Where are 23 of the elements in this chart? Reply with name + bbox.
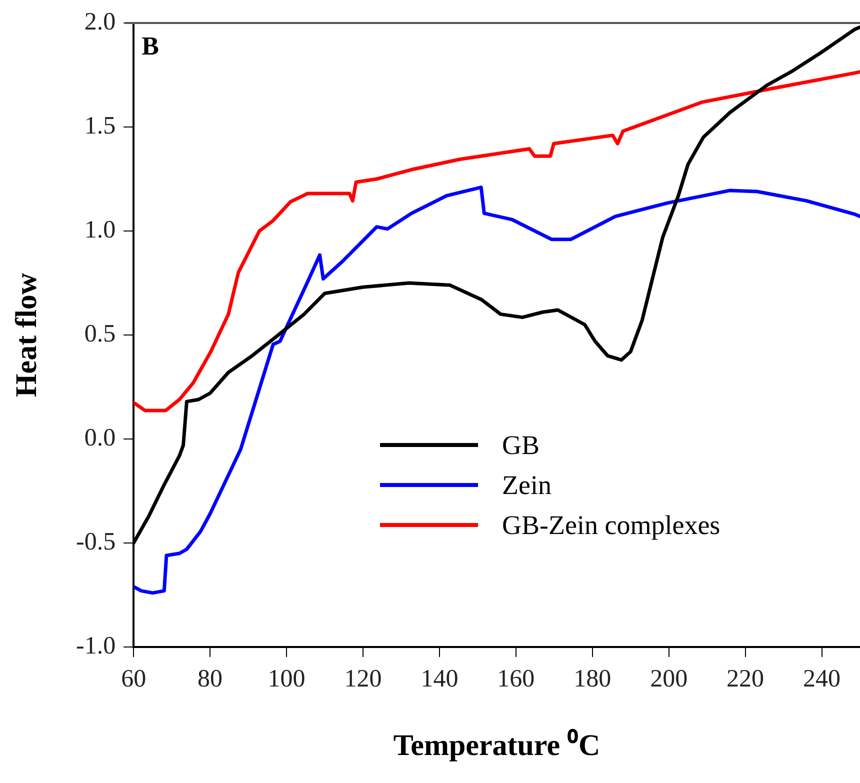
legend-label: Zein <box>502 470 552 500</box>
y-axis-title: Heat flow <box>10 272 43 398</box>
x-tick-label: 120 <box>344 666 382 693</box>
x-tick-label: 140 <box>420 666 458 693</box>
x-tick-label: 80 <box>198 666 223 693</box>
annotation: B <box>142 32 159 61</box>
x-axis-title: Temperature ⁰C <box>393 728 600 762</box>
y-tick-label: 0.0 <box>84 424 116 452</box>
x-tick-label: 60 <box>121 666 146 693</box>
y-tick-label: -0.5 <box>76 528 116 556</box>
legend-label: GB-Zein complexes <box>502 510 720 540</box>
x-tick-label: 200 <box>650 666 688 693</box>
x-tick-label: 180 <box>574 666 612 693</box>
x-tick-label: 160 <box>497 666 535 693</box>
y-tick-label: 1.5 <box>84 112 116 140</box>
legend-label: GB <box>502 430 540 460</box>
x-tick-label: 240 <box>803 666 841 693</box>
y-tick-label: -1.0 <box>76 632 116 660</box>
x-tick-label: 220 <box>726 666 764 693</box>
y-tick-label: 0.5 <box>84 320 116 348</box>
x-tick-label: 100 <box>268 666 306 693</box>
y-tick-label: 2.0 <box>84 8 116 36</box>
y-tick-label: 1.0 <box>84 216 116 244</box>
